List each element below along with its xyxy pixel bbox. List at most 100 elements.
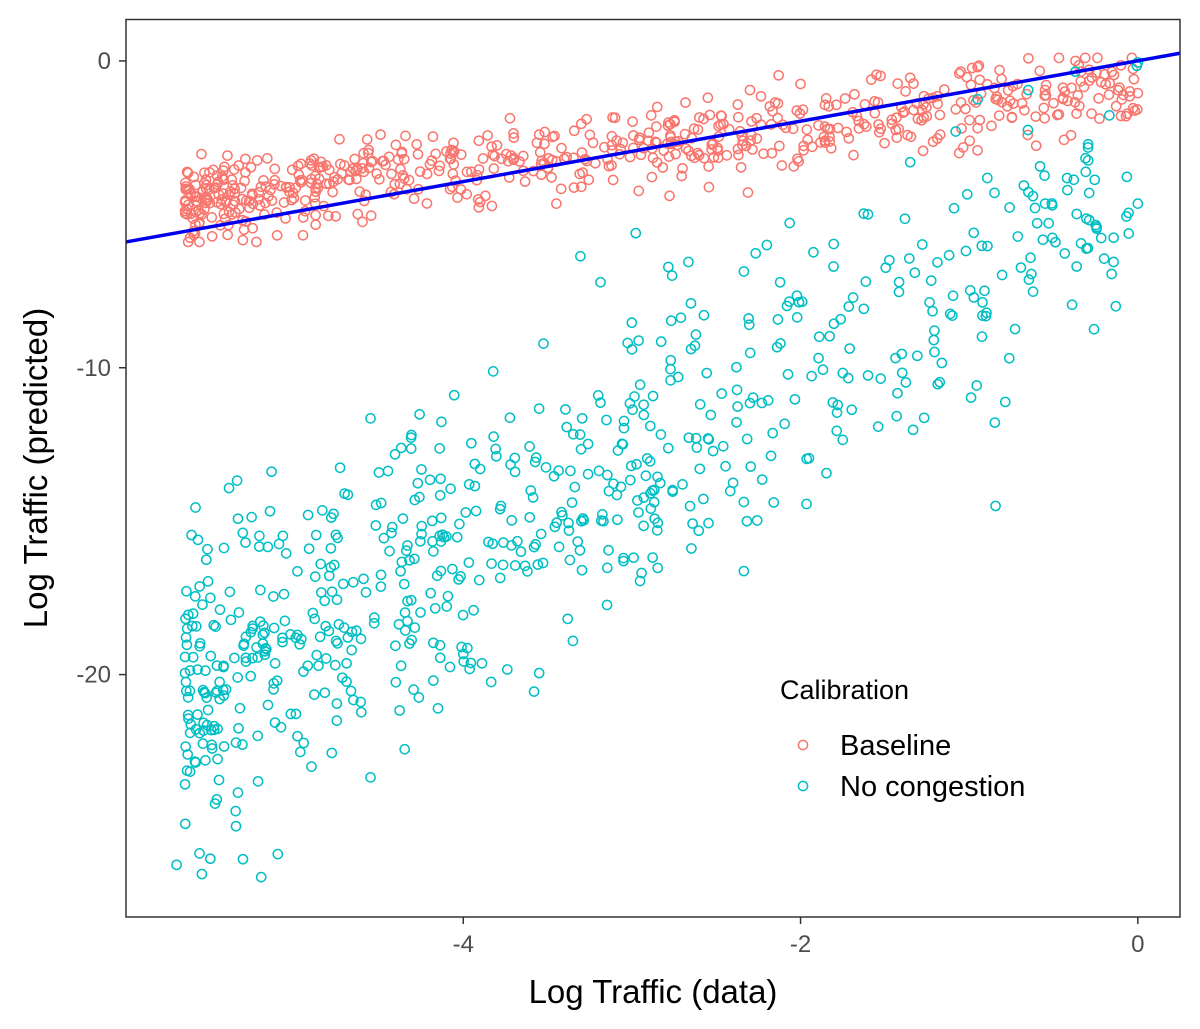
no-congestion-point [771, 341, 783, 353]
no-congestion-point [806, 370, 817, 382]
no-congestion-point [694, 399, 706, 410]
no-congestion-point [765, 450, 777, 462]
no-congestion-point [427, 546, 439, 557]
no-congestion-point [405, 443, 417, 454]
no-congestion-point [232, 787, 244, 798]
no-congestion-point [562, 613, 574, 625]
no-congestion-point [230, 737, 242, 748]
no-congestion-point [252, 776, 264, 787]
no-congestion-point [638, 520, 649, 532]
no-congestion-point [246, 511, 257, 523]
baseline-point [434, 160, 446, 172]
no-congestion-point [465, 437, 477, 449]
baseline-point [706, 144, 717, 155]
no-congestion-point [194, 581, 206, 592]
no-congestion-point [595, 397, 606, 409]
no-congestion-point [916, 239, 928, 250]
no-congestion-point [485, 676, 497, 688]
baseline-point [390, 139, 402, 151]
baseline-point [179, 196, 191, 208]
baseline-point [297, 212, 309, 223]
no-congestion-point [320, 653, 332, 664]
baseline-point [994, 64, 1005, 76]
baseline-point [737, 135, 749, 147]
baseline-point [1051, 109, 1063, 121]
no-congestion-point [194, 848, 205, 859]
baseline-point [646, 171, 658, 183]
baseline-point [912, 113, 924, 125]
baseline-point [1116, 94, 1128, 105]
no-congestion-point [652, 471, 663, 483]
no-congestion-point [624, 474, 636, 486]
baseline-point [517, 150, 529, 162]
no-congestion-point [667, 484, 678, 496]
baseline-point [327, 186, 338, 198]
baseline-point [1100, 78, 1111, 90]
no-congestion-point [224, 586, 236, 598]
baseline-point [461, 188, 473, 200]
no-congestion-point [233, 722, 244, 734]
no-congestion-point [647, 390, 659, 402]
no-congestion-point [331, 715, 343, 726]
no-congestion-point [842, 372, 854, 384]
baseline-point [973, 60, 985, 71]
baseline-point [795, 78, 806, 90]
no-congestion-point [652, 517, 664, 529]
no-congestion-point [576, 564, 588, 576]
no-congestion-point [179, 778, 191, 790]
baseline-point [956, 123, 967, 134]
baseline-point [676, 170, 688, 182]
no-congestion-point [774, 276, 786, 288]
baseline-point [1040, 89, 1052, 101]
no-congestion-point [218, 542, 230, 554]
no-congestion-point [192, 534, 204, 546]
baseline-point [603, 160, 615, 172]
baseline-point [1030, 111, 1042, 122]
baseline-point [871, 69, 882, 81]
baseline-point [452, 192, 463, 203]
no-congestion-point [181, 765, 193, 776]
no-congestion-point [245, 626, 257, 638]
no-congestion-point [538, 338, 549, 349]
baseline-point [575, 181, 587, 193]
no-congestion-point [533, 403, 545, 414]
baseline-point [680, 143, 692, 154]
baseline-point [886, 114, 898, 126]
baseline-point [776, 160, 788, 171]
no-congestion-point [515, 546, 527, 558]
no-congestion-point [1003, 352, 1015, 364]
no-congestion-point [259, 649, 271, 661]
no-congestion-point [745, 461, 757, 472]
baseline-point [1070, 55, 1081, 67]
baseline-point [849, 88, 860, 100]
baseline-point [665, 131, 676, 143]
no-congestion-point [252, 652, 264, 663]
no-congestion-point [976, 331, 988, 342]
no-congestion-point [399, 607, 411, 618]
no-congestion-point [872, 421, 884, 432]
baseline-point [549, 130, 560, 142]
no-congestion-point [183, 713, 194, 724]
axis-tick-labels: -4 -2 00-10-20 [76, 48, 1144, 958]
no-congestion-point [368, 617, 380, 629]
baseline-point [841, 126, 852, 138]
no-congestion-point [434, 639, 446, 651]
no-congestion-point [968, 227, 980, 239]
baseline-point [363, 162, 375, 174]
no-congestion-point [530, 452, 542, 463]
no-congestion-point [615, 481, 627, 493]
no-congestion-point [355, 706, 367, 718]
no-congestion-point [214, 676, 225, 688]
baseline-point [858, 118, 870, 130]
no-congestion-point [314, 631, 326, 643]
legend-label-baseline: Baseline [840, 730, 951, 762]
baseline-point [228, 164, 240, 175]
baseline-point [400, 130, 411, 142]
no-congestion-point [404, 554, 415, 566]
no-congestion-point [932, 378, 944, 390]
baseline-point [207, 164, 219, 176]
baseline-point [1030, 140, 1042, 152]
no-congestion-point [302, 509, 314, 521]
no-congestion-point [936, 357, 948, 369]
baseline-point [1128, 73, 1140, 85]
